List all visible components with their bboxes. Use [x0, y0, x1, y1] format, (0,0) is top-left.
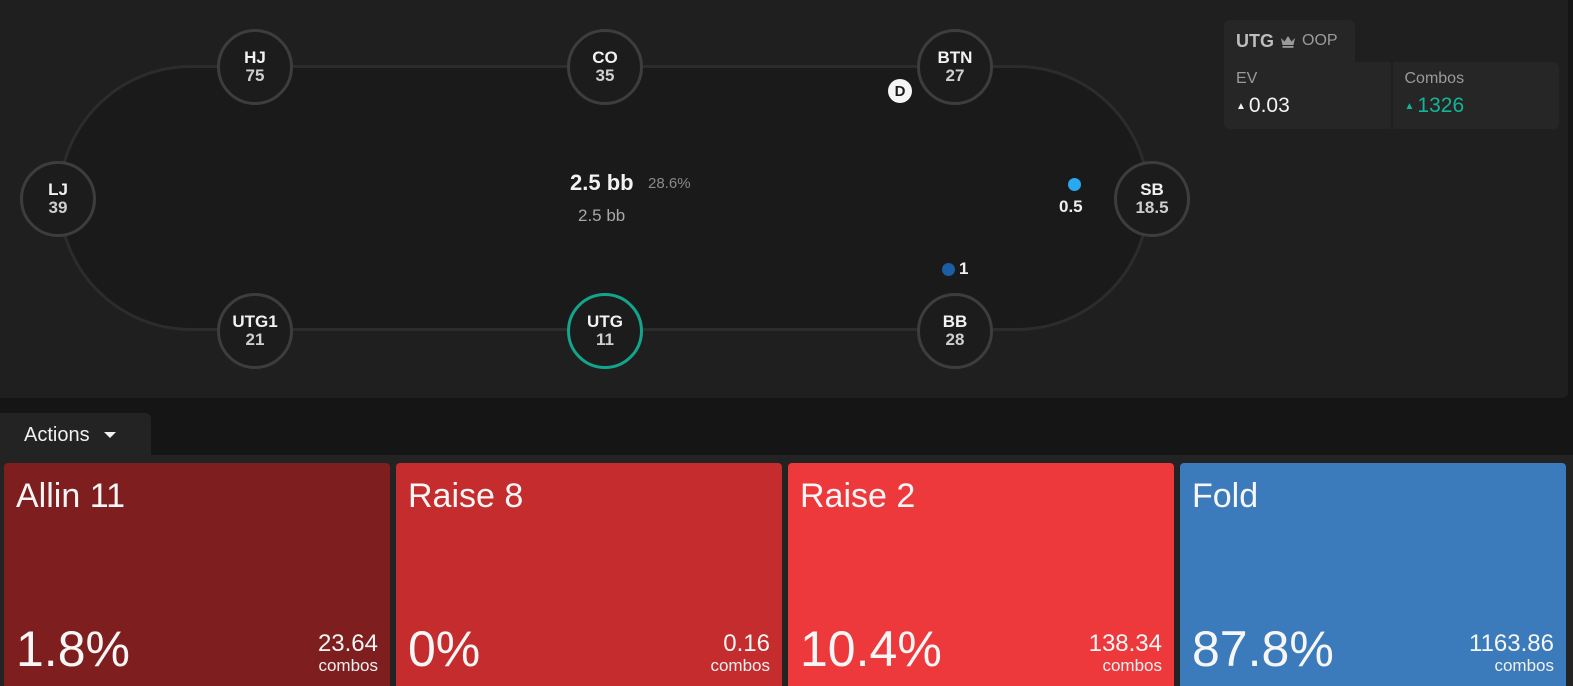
action-combos-count: 1163.86 — [1469, 629, 1554, 657]
action-combos-unit: combos — [1102, 656, 1162, 675]
ev-stat: EV ▲ 0.03 — [1224, 62, 1391, 129]
action-combos-unit: combos — [710, 656, 770, 675]
action-combos-count: 138.34 — [1088, 629, 1162, 657]
dealer-button-icon: D — [888, 79, 912, 103]
action-combos-unit: combos — [1494, 656, 1554, 675]
seat-utg-active[interactable]: UTG 11 — [567, 293, 643, 369]
action-title: Allin 11 — [16, 477, 125, 515]
info-tab[interactable]: UTG OOP — [1224, 20, 1355, 62]
actions-dropdown[interactable]: Actions — [0, 413, 151, 457]
crown-icon — [1281, 35, 1295, 48]
seat-btn[interactable]: BTN 27 — [917, 29, 993, 105]
seat-stack: 27 — [945, 66, 965, 85]
combos-value-row: ▲ 1326 — [1405, 94, 1548, 118]
combos-stat: Combos ▲ 1326 — [1390, 62, 1560, 129]
seat-name: CO — [592, 48, 618, 68]
action-title: Fold — [1192, 477, 1259, 515]
seat-co[interactable]: CO 35 — [567, 29, 643, 105]
seat-stack: 28 — [945, 330, 965, 349]
action-combos-count: 0.16 — [723, 629, 770, 657]
action-combos: 138.34 combos — [1089, 631, 1162, 676]
seat-sb[interactable]: SB 18.5 — [1114, 161, 1190, 237]
seat-hj[interactable]: HJ 75 — [217, 29, 293, 105]
action-card-fold[interactable]: Fold 87.8% 1163.86 combos — [1180, 463, 1566, 686]
table-felt — [58, 65, 1150, 331]
actions-label: Actions — [24, 423, 90, 446]
pot-percentage: 28.6% — [648, 175, 691, 192]
chevron-down-icon — [103, 432, 116, 438]
poker-table-panel: HJ 75 CO 35 BTN 27 LJ 39 SB 18.5 UTG1 21… — [20, 20, 1559, 369]
caret-up-icon: ▲ — [1236, 100, 1246, 112]
action-combos-unit: combos — [318, 656, 378, 675]
action-title: Raise 8 — [408, 477, 524, 515]
bb-chip-icon — [942, 263, 955, 276]
seat-lj[interactable]: LJ 39 — [20, 161, 96, 237]
action-frequency: 10.4% — [800, 621, 942, 677]
pot-sub: 2.5 bb — [578, 206, 626, 225]
seat-stack: 11 — [596, 330, 614, 349]
combos-label: Combos — [1404, 70, 1465, 87]
seat-name: SB — [1140, 180, 1164, 200]
info-position: UTG — [1236, 30, 1274, 51]
action-frequency: 0% — [408, 621, 481, 677]
pot-total: 2.5 bb — [570, 170, 634, 195]
seat-stack: 75 — [245, 66, 265, 85]
action-card-allin[interactable]: Allin 11 1.8% 23.64 combos — [4, 463, 390, 686]
bb-bet-amount: 1 — [959, 259, 969, 278]
seat-stack: 39 — [48, 198, 68, 217]
action-card-raise-8[interactable]: Raise 8 0% 0.16 combos — [396, 463, 782, 686]
caret-up-icon: ▲ — [1404, 100, 1415, 112]
sb-chip-icon — [1068, 178, 1081, 191]
info-ip-oop: OOP — [1302, 32, 1338, 49]
ev-label: EV — [1236, 70, 1258, 87]
seat-name: BB — [942, 312, 968, 332]
seat-name: LJ — [48, 180, 68, 200]
action-card-raise-2[interactable]: Raise 2 10.4% 138.34 combos — [788, 463, 1174, 686]
seat-name: UTG1 — [232, 312, 278, 332]
seat-name: HJ — [244, 48, 266, 68]
action-frequency: 87.8% — [1192, 621, 1334, 677]
action-title: Raise 2 — [800, 477, 916, 515]
seat-stack: 21 — [245, 330, 265, 349]
seat-name: UTG — [587, 312, 623, 332]
seat-bb[interactable]: BB 28 — [917, 293, 993, 369]
action-combos: 23.64 combos — [318, 631, 378, 676]
ev-value-row: ▲ 0.03 — [1236, 94, 1379, 118]
seat-stack: 18.5 — [1135, 198, 1169, 217]
ev-value: 0.03 — [1248, 94, 1290, 117]
seat-name: BTN — [937, 48, 973, 68]
seat-utg1[interactable]: UTG1 21 — [217, 293, 293, 369]
action-combos-count: 23.64 — [317, 629, 378, 657]
action-combos: 0.16 combos — [710, 631, 770, 676]
info-stats: EV ▲ 0.03 Combos ▲ 1326 — [1224, 62, 1559, 129]
sb-bet-amount: 0.5 — [1059, 197, 1083, 216]
action-combos: 1163.86 combos — [1469, 631, 1554, 676]
action-frequency: 1.8% — [16, 621, 130, 677]
combos-value: 1326 — [1417, 94, 1465, 117]
seat-stack: 35 — [595, 66, 615, 85]
